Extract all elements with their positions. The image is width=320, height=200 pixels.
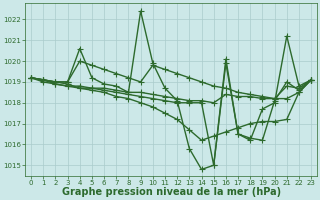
X-axis label: Graphe pression niveau de la mer (hPa): Graphe pression niveau de la mer (hPa) — [61, 187, 281, 197]
